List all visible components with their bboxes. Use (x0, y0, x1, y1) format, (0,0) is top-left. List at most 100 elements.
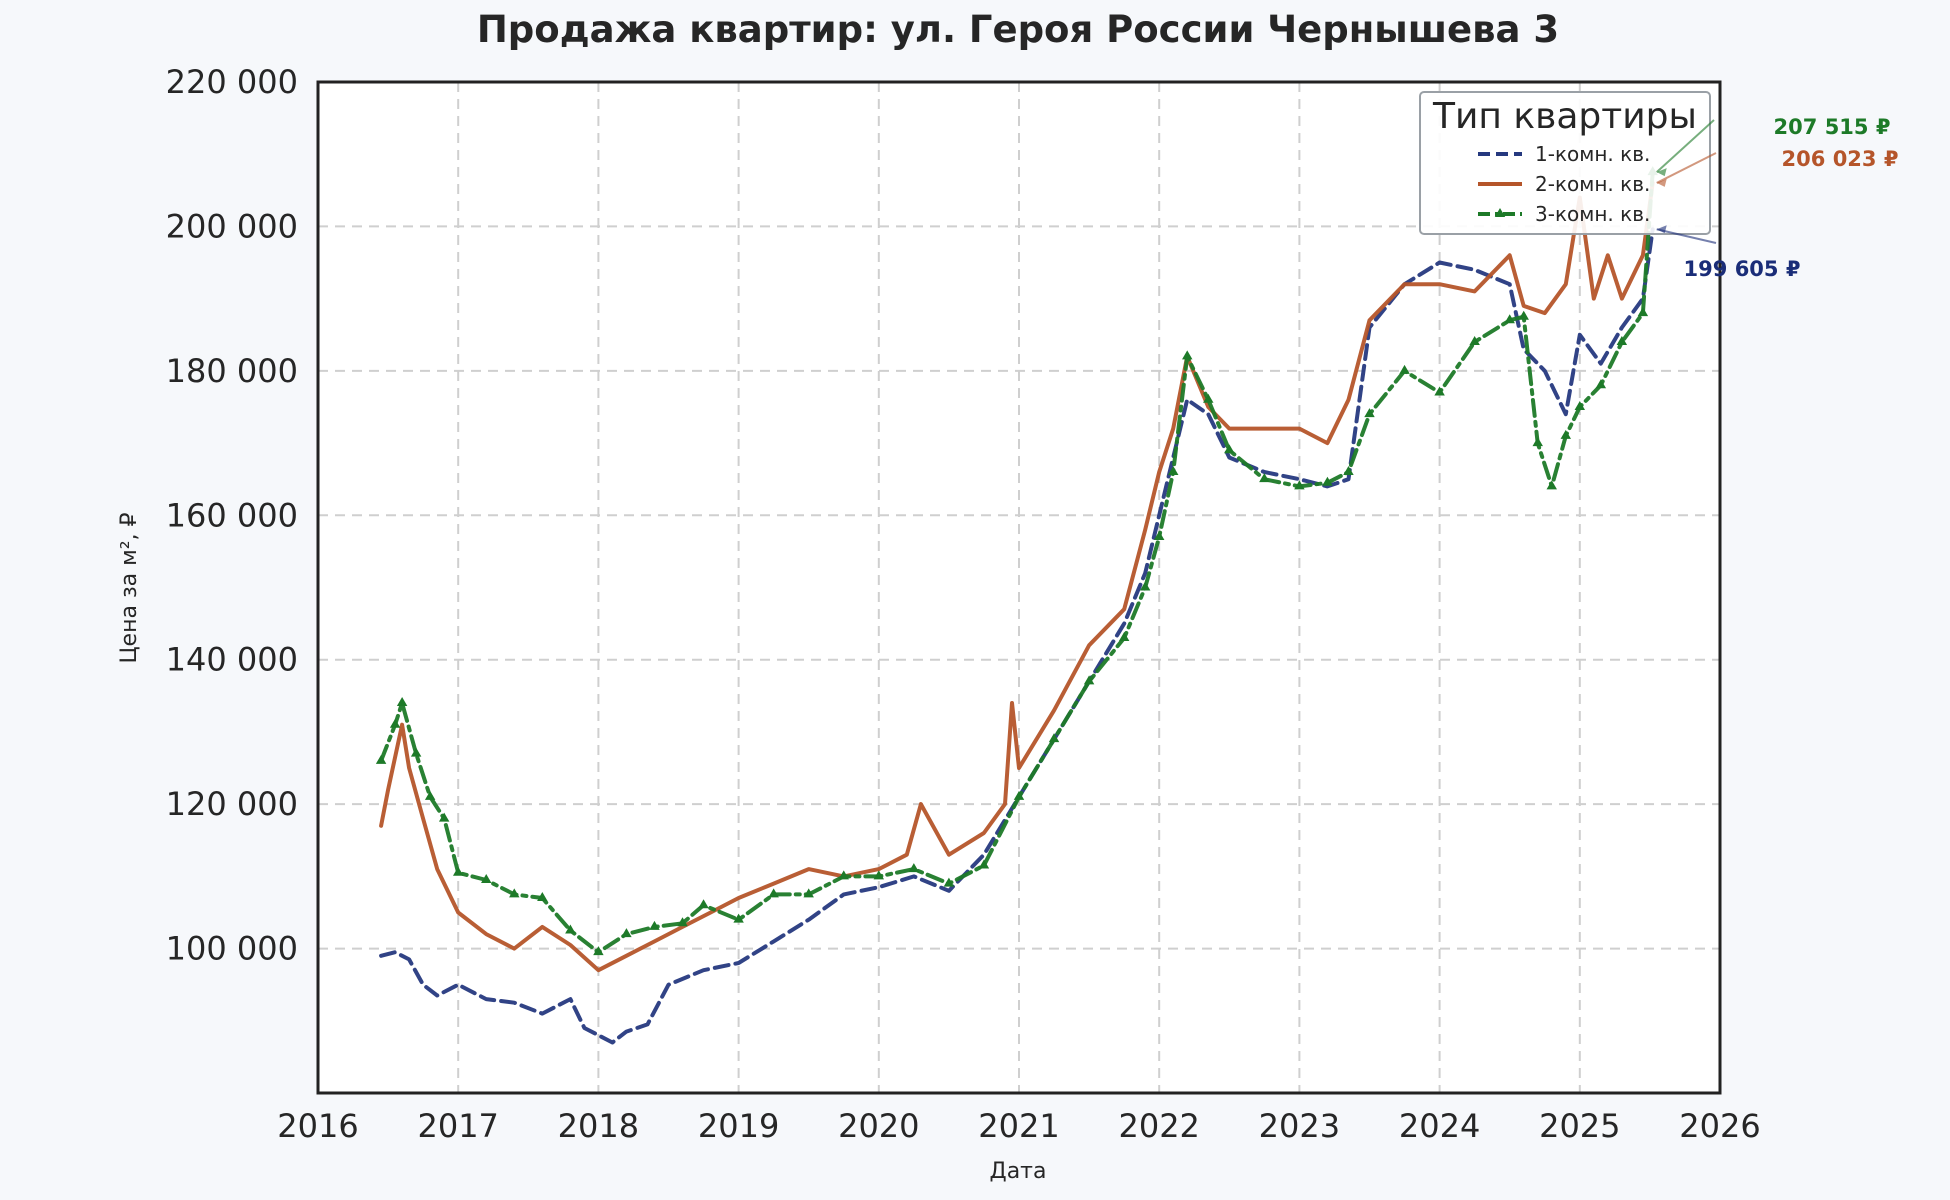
data-point-marker (1294, 480, 1305, 490)
x-tick-label: 2024 (1399, 1107, 1480, 1145)
data-point-marker (1182, 350, 1193, 360)
legend-marker (1494, 208, 1506, 217)
series-line (379, 180, 1655, 973)
annotation-label: 206 023 ₽ (1782, 147, 1899, 171)
data-point-marker (509, 888, 520, 898)
annotation-label: 199 605 ₽ (1684, 257, 1801, 281)
y-axis-label: Цена за м², ₽ (117, 512, 142, 663)
legend-label: 2-комн. кв. (1535, 172, 1650, 196)
data-point-marker (410, 747, 422, 757)
data-point-marker (803, 888, 814, 898)
data-point-marker (1083, 675, 1095, 685)
x-tick-label: 2020 (838, 1107, 919, 1145)
y-tick-label: 140 000 (166, 641, 298, 679)
data-point-marker (1224, 444, 1235, 454)
data-point-marker (943, 877, 955, 887)
data-point-marker (1595, 379, 1607, 389)
data-point-marker (1637, 307, 1649, 317)
data-point-marker (1048, 733, 1060, 743)
data-point-marker (1203, 393, 1214, 403)
series-3 (375, 166, 1658, 956)
annotation-arrowhead (1656, 225, 1667, 234)
annotations: 207 515 ₽ 206 023 ₽ 199 605 ₽ (1656, 115, 1899, 281)
data-point-marker (908, 863, 920, 873)
data-point-marker (537, 892, 548, 902)
data-point-marker (452, 866, 464, 876)
x-tick-label: 2017 (417, 1107, 498, 1145)
data-point-marker (768, 888, 779, 898)
data-point-marker (424, 790, 436, 800)
legend: Тип квартиры 1-комн. кв. 2-комн. кв. 3-ком… (1419, 91, 1711, 235)
data-point-marker (1574, 400, 1586, 410)
data-point-marker (1518, 310, 1529, 320)
x-axis-label: Дата (990, 1159, 1047, 1184)
x-tick-label: 2021 (978, 1107, 1059, 1145)
data-point-marker (389, 718, 401, 728)
y-tick-label: 220 000 (166, 63, 298, 101)
x-tick-label: 2025 (1539, 1107, 1620, 1145)
data-point-marker (873, 870, 885, 880)
data-point-marker (621, 928, 632, 938)
data-point-marker (1469, 335, 1480, 345)
x-axis-ticks: 2016 2017 2018 2019 2020 2021 2022 2023 2024 2025… (277, 1107, 1760, 1145)
data-point-marker (1322, 476, 1333, 486)
annotation-arrow (1656, 152, 1717, 184)
data-point-marker (978, 859, 990, 869)
y-tick-label: 100 000 (166, 930, 298, 968)
data-point-marker (1546, 480, 1557, 490)
data-point-marker (1139, 581, 1151, 591)
y-tick-label: 180 000 (166, 352, 298, 390)
data-point-marker (1532, 437, 1543, 447)
legend-title: Тип квартиры (1432, 96, 1697, 137)
x-tick-label: 2018 (558, 1107, 639, 1145)
y-tick-label: 200 000 (166, 207, 298, 245)
legend-box (1419, 91, 1711, 235)
series-2 (379, 180, 1655, 973)
data-point-marker (438, 812, 450, 822)
data-point-marker (1168, 465, 1179, 475)
data-point-marker (481, 873, 492, 883)
data-point-marker (593, 946, 604, 956)
data-point-marker (1118, 632, 1130, 642)
series-layer (375, 166, 1658, 1045)
plot-frame (316, 80, 1722, 1095)
x-tick-label: 2026 (1679, 1107, 1760, 1145)
annotation-arrow (1656, 119, 1715, 173)
data-point-marker (1504, 314, 1515, 324)
data-point-marker (698, 899, 709, 909)
y-axis-ticks: 100 000 120 000 140 000 160 000 180 000 200 0… (166, 63, 298, 968)
data-point-marker (1259, 473, 1270, 483)
data-point-marker (649, 920, 660, 930)
data-point-marker (1013, 790, 1025, 800)
legend-label: 1-комн. кв. (1535, 142, 1650, 166)
x-tick-label: 2016 (277, 1107, 358, 1145)
x-tick-label: 2019 (698, 1107, 779, 1145)
y-tick-label: 120 000 (166, 785, 298, 823)
legend-label: 3-комн. кв. (1535, 202, 1650, 226)
x-tick-label: 2022 (1118, 1107, 1199, 1145)
data-point-marker (1153, 530, 1165, 540)
data-point-marker (396, 697, 408, 707)
chart-title: Продажа квартир: ул. Героя России Черныш… (477, 8, 1559, 51)
data-point-marker (1434, 386, 1445, 396)
legend-items: 1-комн. кв. 2-комн. кв. 3-комн. кв. (1478, 142, 1650, 226)
data-point-marker (838, 870, 849, 880)
data-point-marker (1616, 335, 1628, 345)
annotation-label: 207 515 ₽ (1774, 115, 1891, 139)
annotation-arrow (1656, 228, 1717, 244)
x-tick-label: 2023 (1259, 1107, 1340, 1145)
y-tick-label: 160 000 (166, 496, 298, 534)
data-point-marker (375, 754, 387, 764)
data-point-marker (1560, 429, 1571, 439)
data-point-marker (1364, 408, 1375, 418)
data-point-marker (565, 924, 576, 934)
annotation-arrowhead (1656, 178, 1667, 187)
annotation-arrowhead (1656, 168, 1667, 177)
data-point-marker (1343, 465, 1354, 475)
data-point-marker (733, 913, 744, 923)
data-point-marker (1399, 364, 1410, 374)
data-point-marker (677, 917, 688, 927)
series-line (379, 170, 1655, 955)
